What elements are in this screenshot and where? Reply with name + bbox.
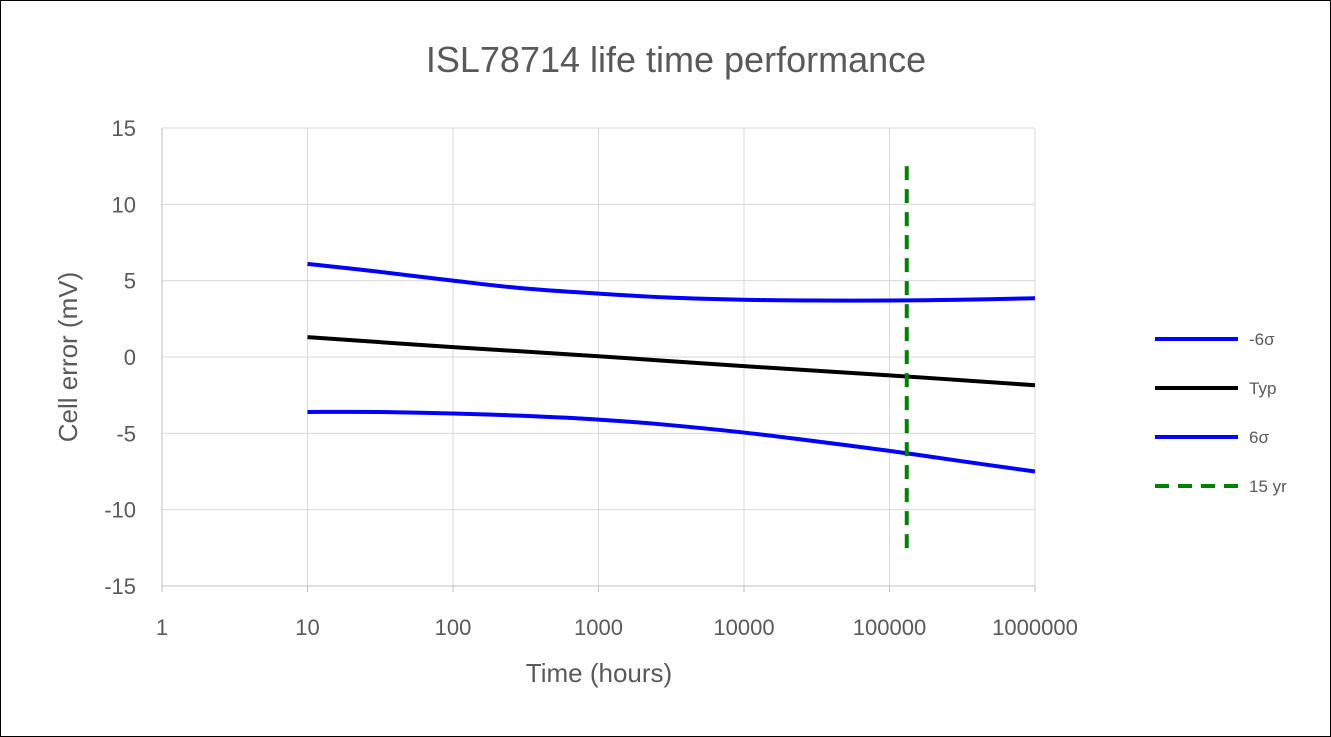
tick-labels: -15 -10 -5 0 5 10 15 1 10 100 1000 10000 100000 10000… [104, 116, 1078, 640]
y-tick-label: 15 [112, 116, 136, 141]
x-tick-label: 1 [156, 615, 168, 640]
y-tick-label: -15 [104, 574, 136, 599]
y-tick-label: -10 [104, 498, 136, 523]
x-tick-label: 10 [295, 615, 319, 640]
legend: -6σ Typ 6σ 15 yr [1155, 330, 1287, 496]
x-tick-label: 1000 [574, 615, 623, 640]
axes [161, 128, 1036, 592]
chart-title: ISL78714 life time performance [426, 39, 926, 80]
series-6sigma-line [307, 409, 1036, 474]
legend-label-series-typ: Typ [1249, 379, 1276, 398]
x-tick-label: 100000 [853, 615, 926, 640]
series-minus-6sigma-line [307, 261, 1036, 303]
y-tick-label: 10 [112, 192, 136, 217]
y-tick-label: -5 [116, 421, 136, 446]
x-tick-label: 100 [435, 615, 472, 640]
y-tick-label: 0 [124, 345, 136, 370]
x-axis-title: Time (hours) [526, 658, 672, 688]
x-tick-label: 1000000 [992, 615, 1078, 640]
legend-label-series-6sigma: 6σ [1249, 428, 1269, 447]
x-tick-label: 10000 [713, 615, 774, 640]
y-axis-title: Cell error (mV) [53, 272, 83, 442]
legend-label-series-minus-6sigma: -6σ [1249, 330, 1275, 349]
y-tick-label: 5 [124, 269, 136, 294]
series-typ-line [307, 335, 1036, 388]
series-group [307, 166, 1036, 556]
legend-label-series-15yr: 15 yr [1249, 477, 1287, 496]
